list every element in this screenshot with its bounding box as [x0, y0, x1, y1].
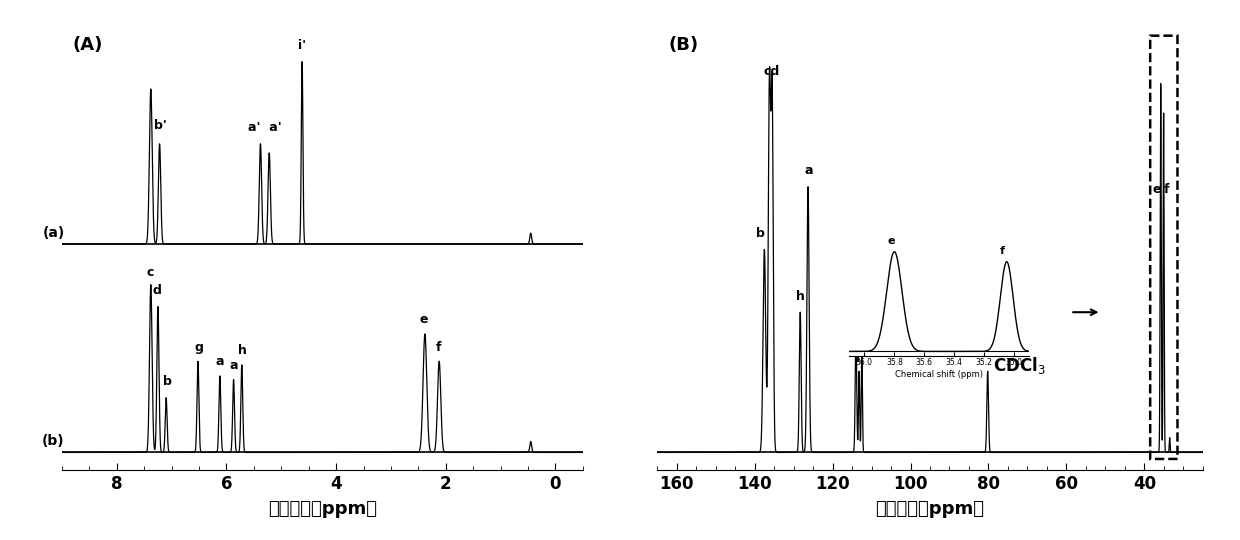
Text: e: e: [419, 313, 428, 326]
Text: (a): (a): [42, 226, 64, 240]
X-axis label: Chemical shift (ppm): Chemical shift (ppm): [895, 369, 983, 379]
Text: h: h: [238, 345, 247, 357]
Text: f: f: [1164, 183, 1169, 196]
Text: e: e: [1152, 183, 1161, 196]
Text: a: a: [805, 164, 812, 177]
Text: CDCl$_3$: CDCl$_3$: [993, 355, 1045, 376]
Text: (A): (A): [72, 36, 103, 54]
Text: f: f: [999, 246, 1004, 256]
Text: f: f: [436, 341, 441, 354]
Text: a'  a': a' a': [248, 121, 281, 134]
Text: a: a: [216, 355, 224, 368]
Text: j: j: [856, 349, 859, 362]
Text: i: i: [861, 327, 866, 340]
Text: d: d: [153, 284, 161, 297]
Text: c: c: [146, 266, 154, 279]
X-axis label: 化学位移（ppm）: 化学位移（ppm）: [268, 500, 377, 518]
Text: b': b': [154, 119, 167, 132]
Text: a: a: [229, 359, 238, 372]
Text: b: b: [164, 375, 172, 388]
Text: (B): (B): [668, 36, 698, 54]
Text: i': i': [298, 39, 306, 52]
Text: h: h: [796, 290, 805, 303]
Text: (b): (b): [42, 434, 64, 448]
X-axis label: 化学位移（ppm）: 化学位移（ppm）: [875, 500, 985, 518]
Text: g: g: [195, 341, 203, 354]
Text: g: g: [849, 308, 859, 321]
Text: cd: cd: [764, 65, 780, 78]
Text: e: e: [888, 236, 895, 246]
Text: b: b: [756, 227, 765, 240]
